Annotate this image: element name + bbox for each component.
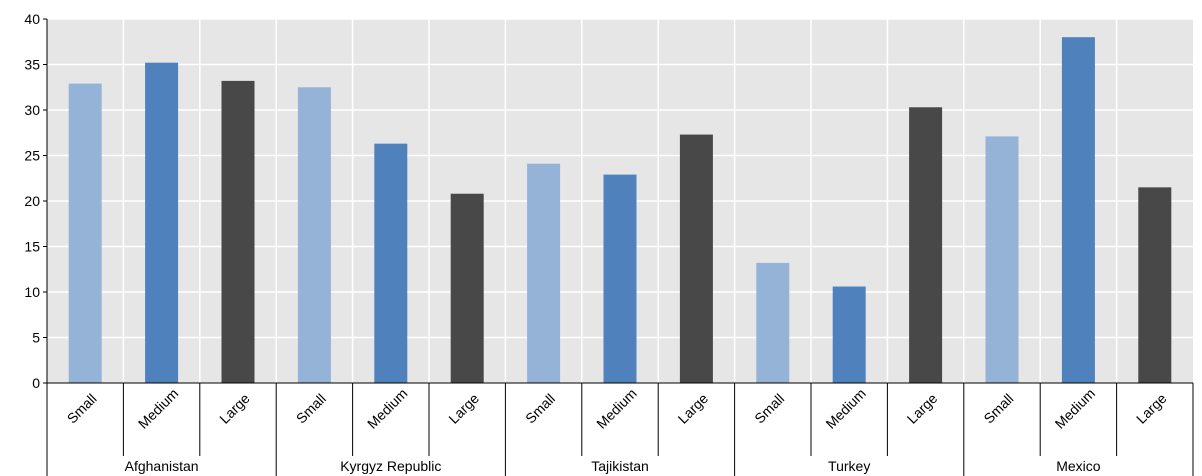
x-category-label: Large [904, 390, 941, 427]
bar-afghanistan-large [221, 80, 255, 383]
y-tick-label: 10 [24, 284, 40, 300]
bar-turkey-small [756, 262, 790, 383]
y-tick-label: 35 [24, 57, 40, 73]
x-category-label: Medium [135, 385, 182, 432]
y-tick-label: 0 [32, 375, 40, 391]
bar-mexico-small [985, 136, 1019, 383]
x-category-label: Small [751, 390, 787, 426]
x-group-label: Kyrgyz Republic [340, 458, 441, 474]
x-group-label: Afghanistan [125, 458, 199, 474]
bar-kyrgyz-republic-medium [374, 143, 408, 383]
x-group-label: Mexico [1056, 458, 1101, 474]
x-category-label: Medium [593, 385, 640, 432]
bar-tajikistan-medium [603, 174, 637, 383]
x-group-label: Turkey [828, 458, 870, 474]
y-tick-label: 5 [32, 330, 40, 346]
bar-mexico-large [1138, 187, 1172, 383]
y-tick-label: 15 [24, 239, 40, 255]
x-category-label: Large [445, 390, 482, 427]
x-category-label: Large [216, 390, 253, 427]
bar-afghanistan-medium [145, 62, 179, 384]
y-tick-label: 40 [24, 11, 40, 27]
x-category-label: Medium [822, 385, 869, 432]
bar-tajikistan-large [679, 134, 713, 383]
x-category-label: Small [522, 390, 558, 426]
bar-series [68, 37, 1172, 384]
x-category-label: Medium [1052, 385, 1099, 432]
bar-tajikistan-small [527, 163, 561, 383]
x-category-label: Large [675, 390, 712, 427]
x-group-label: Tajikistan [591, 458, 649, 474]
x-category-label: Small [980, 390, 1016, 426]
x-category-label: Small [64, 390, 100, 426]
x-category-label: Large [1133, 390, 1170, 427]
bar-turkey-medium [832, 286, 866, 383]
x-category-label: Medium [364, 385, 411, 432]
bar-kyrgyz-republic-small [297, 87, 331, 383]
y-tick-label: 30 [24, 102, 40, 118]
x-category-label: Small [293, 390, 329, 426]
bar-afghanistan-small [68, 83, 102, 384]
y-tick-label: 20 [24, 193, 40, 209]
bar-mexico-medium [1061, 37, 1095, 383]
bar-turkey-large [909, 107, 943, 384]
y-axis: 0 5 10 15 20 25 30 35 40 [24, 11, 48, 391]
bar-kyrgyz-republic-large [450, 193, 484, 383]
y-tick-label: 25 [24, 148, 40, 164]
x-axis: Small Medium Large Small Medium Large Small Med… [46, 382, 1194, 476]
